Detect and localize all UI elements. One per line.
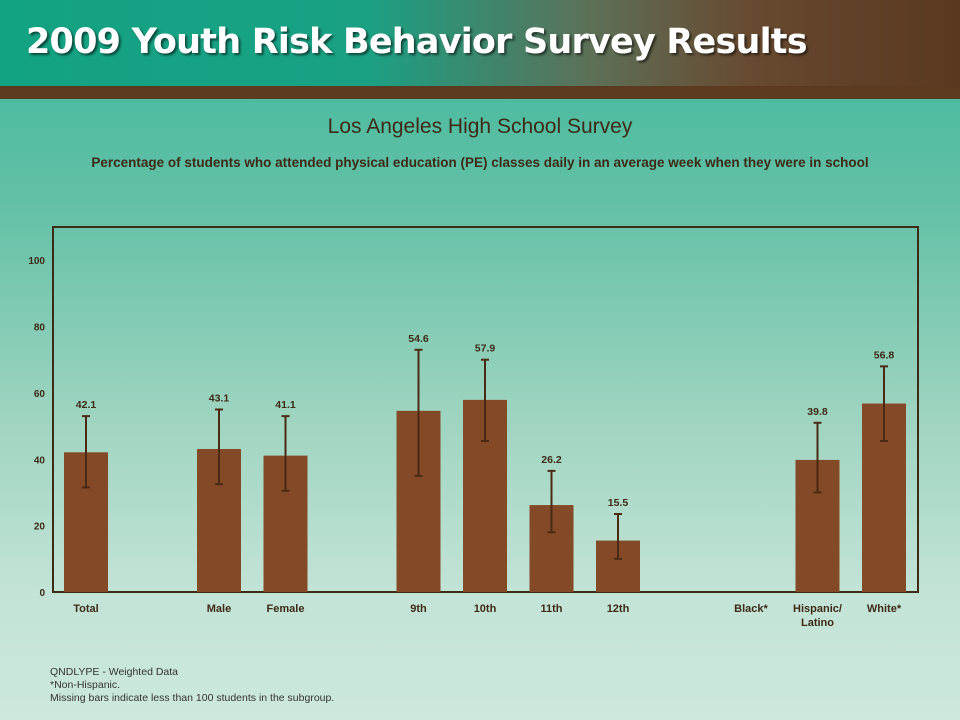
x-tick-label: Total xyxy=(73,603,98,615)
banner-divider xyxy=(0,86,960,99)
data-label: 39.8 xyxy=(807,406,828,418)
x-tick-label: Female xyxy=(267,603,305,615)
x-tick-label: 10th xyxy=(474,603,497,615)
title-banner: 2009 Youth Risk Behavior Survey Results xyxy=(0,0,960,86)
footnote-non-hispanic: *Non-Hispanic. xyxy=(50,679,121,691)
data-label: 42.1 xyxy=(76,399,97,411)
data-label: 43.1 xyxy=(209,393,230,405)
chart-title: Los Angeles High School Survey xyxy=(327,115,633,138)
x-tick-label: 11th xyxy=(540,603,562,615)
y-tick-label: 0 xyxy=(39,588,45,599)
x-tick-label: 12th xyxy=(607,603,630,615)
footnote-missing-bars: Missing bars indicate less than 100 stud… xyxy=(50,692,335,704)
x-tick-label: Male xyxy=(207,603,231,615)
y-tick-label: 100 xyxy=(28,256,45,267)
x-tick-label: White* xyxy=(867,603,902,615)
x-tick-label: 9th xyxy=(410,603,427,615)
chart-subtitle: Percentage of students who attended phys… xyxy=(91,155,869,170)
data-label: 56.8 xyxy=(874,349,895,361)
x-tick-label: Latino xyxy=(801,617,834,629)
data-label: 41.1 xyxy=(275,399,296,411)
data-label: 15.5 xyxy=(608,497,629,509)
data-label: 57.9 xyxy=(475,343,496,355)
y-tick-label: 80 xyxy=(34,323,46,334)
y-tick-label: 40 xyxy=(34,455,46,466)
data-label: 54.6 xyxy=(408,333,429,345)
data-label: 26.2 xyxy=(541,454,562,466)
x-tick-label: Hispanic/ xyxy=(793,603,842,615)
x-tick-label: Black* xyxy=(734,603,768,615)
banner-title: 2009 Youth Risk Behavior Survey Results xyxy=(26,22,808,62)
footnote-data-source: QNDLYPE - Weighted Data xyxy=(50,666,178,678)
y-tick-label: 60 xyxy=(34,389,46,400)
y-tick-label: 20 xyxy=(34,522,46,533)
